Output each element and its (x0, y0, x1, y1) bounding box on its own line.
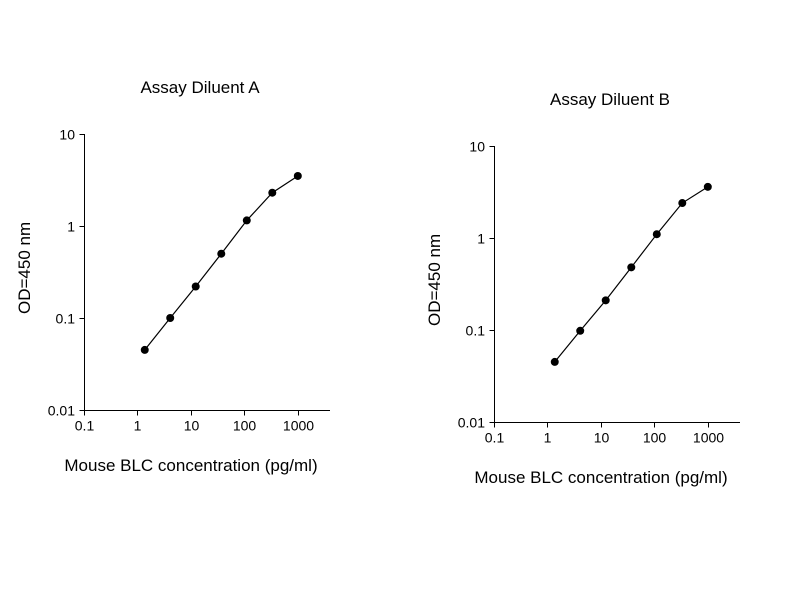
svg-text:0.01: 0.01 (48, 403, 75, 419)
svg-text:100: 100 (233, 418, 257, 434)
svg-text:1: 1 (544, 430, 552, 446)
svg-text:0.01: 0.01 (458, 415, 485, 431)
chart-title: Assay Diluent A (140, 78, 260, 97)
chart-assay-diluent-b: Assay Diluent B OD=450 nm 0.1 1 10 100 1000 0… (424, 90, 756, 488)
svg-text:1000: 1000 (693, 430, 724, 446)
svg-text:1: 1 (67, 219, 75, 235)
chart-body: OD=450 nm 0.1 1 10 100 1000 0.01 0.1 1 10 (424, 138, 756, 458)
svg-text:10: 10 (59, 127, 75, 143)
svg-text:0.1: 0.1 (56, 311, 76, 327)
standard-curve-plot: 0.1 1 10 100 1000 0.01 0.1 1 10 (36, 126, 346, 446)
svg-text:10: 10 (594, 430, 610, 446)
x-axis-label: Mouse BLC concentration (pg/ml) (64, 456, 318, 475)
svg-text:100: 100 (643, 430, 667, 446)
y-axis-label: OD=450 nm (425, 233, 444, 327)
svg-text:1: 1 (134, 418, 142, 434)
chart-assay-diluent-a: Assay Diluent A OD=450 nm 0.1 1 10 100 1000 0… (14, 78, 346, 476)
svg-text:1000: 1000 (283, 418, 314, 434)
svg-text:0.1: 0.1 (466, 323, 486, 339)
svg-text:1: 1 (477, 231, 485, 247)
standard-curve-plot: 0.1 1 10 100 1000 0.01 0.1 1 10 (446, 138, 756, 458)
svg-text:10: 10 (469, 139, 485, 155)
chart-title: Assay Diluent B (550, 90, 670, 109)
x-axis-label: Mouse BLC concentration (pg/ml) (474, 468, 728, 487)
charts-row: Assay Diluent A OD=450 nm 0.1 1 10 100 1000 0… (14, 78, 756, 488)
chart-body: OD=450 nm 0.1 1 10 100 1000 0.01 0.1 1 10 (14, 126, 346, 446)
y-axis-label: OD=450 nm (15, 221, 34, 315)
svg-text:0.1: 0.1 (485, 430, 505, 446)
svg-text:0.1: 0.1 (75, 418, 95, 434)
svg-text:10: 10 (184, 418, 200, 434)
